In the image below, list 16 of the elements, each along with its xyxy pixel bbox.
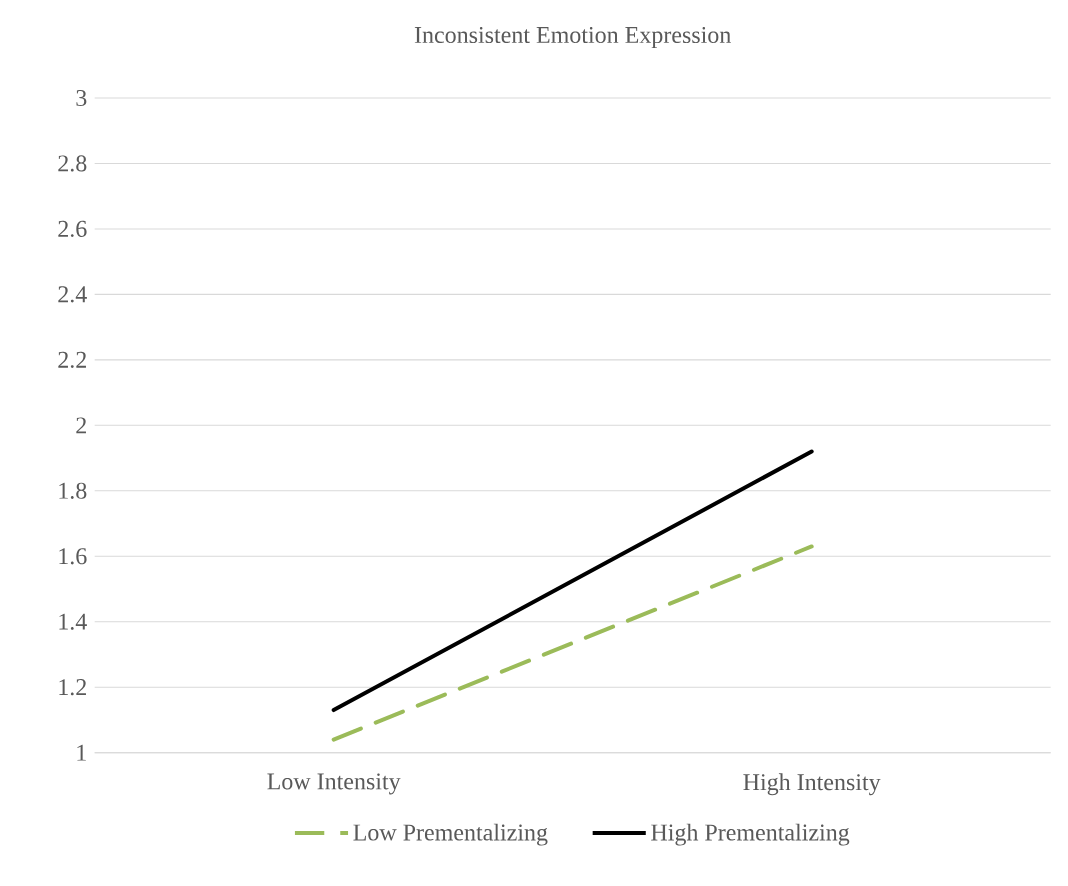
y-tick-label: 3	[76, 89, 87, 107]
y-tick-label: 1	[77, 744, 86, 761]
legend-label: High Prementalizing	[651, 823, 850, 846]
y-tick-label: 1.6	[59, 548, 87, 565]
y-tick-label: 2.2	[58, 351, 86, 368]
y-tick-label: 1.2	[59, 679, 86, 696]
y-tick-label: 2	[76, 417, 86, 434]
y-tick-label: 1.8	[59, 482, 87, 499]
y-tick-label: 2.4	[58, 286, 87, 303]
chart-title: Inconsistent Emotion Expression	[414, 26, 731, 48]
x-tick-label: High Intensity	[743, 773, 881, 796]
y-tick-label: 2.6	[58, 220, 87, 238]
x-tick-label: Low Intensity	[267, 773, 401, 795]
y-tick-label: 2.8	[58, 155, 87, 172]
y-tick-label: 1.4	[59, 613, 87, 630]
legend-label: Low Prementalizing	[353, 823, 548, 846]
